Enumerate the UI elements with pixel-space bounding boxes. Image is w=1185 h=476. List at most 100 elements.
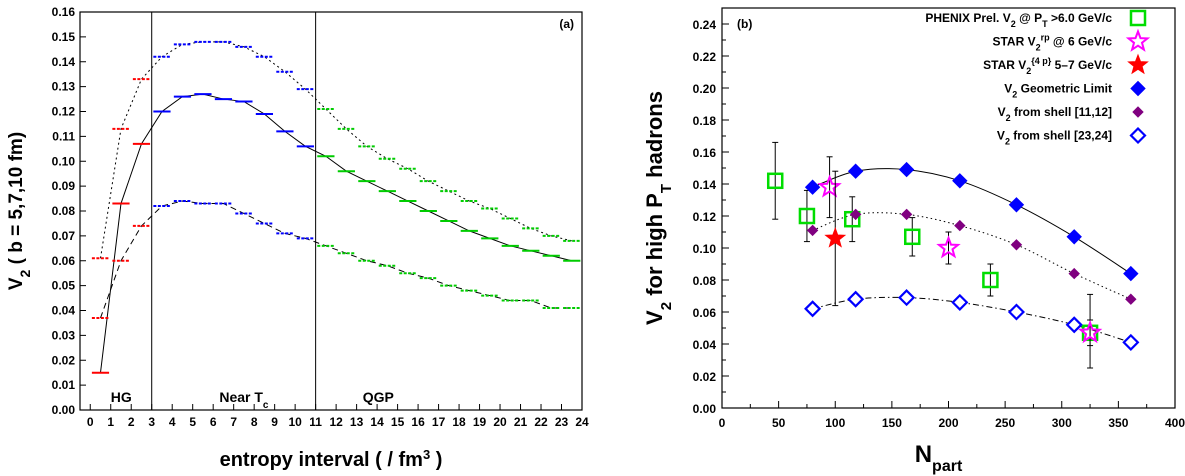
x-tick-label: 6 xyxy=(210,415,217,429)
y-tick-label: 0.12 xyxy=(693,210,717,224)
y-tick-label: 0.01 xyxy=(52,378,76,392)
x-tick-label: 14 xyxy=(370,415,384,429)
y-tick-label: 0.04 xyxy=(693,338,717,352)
legend-marker-4 xyxy=(1132,106,1144,118)
y-tick-label: 0.07 xyxy=(52,229,76,243)
panel-label: (a) xyxy=(559,17,574,31)
data-point-series-5 xyxy=(951,293,969,311)
legend-entry-3: V2 Geometric Limit xyxy=(1004,82,1112,100)
x-tick-label: 9 xyxy=(271,415,278,429)
x-tick-label: 22 xyxy=(534,415,548,429)
x-tick-label: 100 xyxy=(825,416,845,430)
x-tick-label: 8 xyxy=(251,415,258,429)
data-point-series-3 xyxy=(898,161,915,178)
y-tick-label: 0.03 xyxy=(52,328,76,342)
data-point-series-1 xyxy=(936,235,961,259)
legend-marker-2 xyxy=(1127,53,1149,75)
x-tick-label: 12 xyxy=(329,415,343,429)
data-point-series-4 xyxy=(849,208,862,221)
x-tick-label: 150 xyxy=(882,416,902,430)
y-tick-label: 0.18 xyxy=(693,114,717,128)
y-tick-label: 0.10 xyxy=(52,154,76,168)
series-line-b10 xyxy=(100,200,572,319)
data-point-series-3 xyxy=(1066,229,1082,245)
data-point-series-5 xyxy=(847,290,865,308)
y-tick-label: 0.13 xyxy=(52,80,76,94)
x-tick-label: 250 xyxy=(995,416,1015,430)
legend-entry-1: STAR V2rp @ 6 GeV/c xyxy=(992,33,1112,53)
y-tick-label: 0.11 xyxy=(52,129,75,143)
x-tick-label: 3 xyxy=(148,415,155,429)
data-point-series-5 xyxy=(1065,316,1083,334)
y-tick-label: 0.09 xyxy=(52,179,76,193)
data-point-series-3 xyxy=(1008,197,1025,213)
data-point-series-0 xyxy=(904,228,921,246)
x-tick-label: 5 xyxy=(189,415,196,429)
data-point-series-1 xyxy=(817,174,842,198)
y-tick-label: 0.16 xyxy=(693,146,717,160)
panel-label: (b) xyxy=(737,17,752,31)
y-tick-label: 0.02 xyxy=(52,353,76,367)
region-label: Near Tc xyxy=(219,389,269,411)
y-tick-label: 0.04 xyxy=(52,304,76,318)
data-point-series-4 xyxy=(1125,293,1137,305)
x-tick-label: 0 xyxy=(87,415,94,429)
y-tick-label: 0.05 xyxy=(52,279,76,293)
region-label: HG xyxy=(111,389,132,405)
y-tick-label: 0.24 xyxy=(693,18,717,32)
data-point-series-3 xyxy=(1123,265,1139,282)
y-tick-label: 0.08 xyxy=(693,274,717,288)
x-tick-label: 2 xyxy=(128,415,135,429)
y-axis-label: V2 for high PT hadrons xyxy=(642,91,675,325)
y-tick-label: 0.14 xyxy=(52,55,76,69)
y-tick-label: 0.08 xyxy=(52,204,76,218)
x-tick-label: 20 xyxy=(493,415,507,429)
y-tick-label: 0.06 xyxy=(693,306,717,320)
y-tick-label: 0.10 xyxy=(693,242,717,256)
x-tick-label: 50 xyxy=(772,416,786,430)
series-line-b5 xyxy=(99,41,572,259)
y-tick-label: 0.14 xyxy=(693,178,717,192)
data-point-series-5 xyxy=(1122,333,1140,351)
x-tick-label: 10 xyxy=(288,415,302,429)
legend-entry-5: V2 from shell [23,24] xyxy=(997,129,1112,147)
x-tick-label: 21 xyxy=(514,415,528,429)
x-tick-label: 11 xyxy=(309,415,322,429)
x-tick-label: 16 xyxy=(411,415,425,429)
x-tick-label: 24 xyxy=(575,415,589,429)
x-tick-label: 15 xyxy=(391,415,405,429)
y-axis-label: V2 ( b = 5,7,10 fm) xyxy=(6,132,33,290)
data-point-series-1 xyxy=(1077,319,1103,344)
y-tick-label: 0.20 xyxy=(693,82,717,96)
chart-b: 0.00 0.02 0.04 0.06 0.08 0.10 0.12 0.14 0.16 0.18… xyxy=(642,7,1185,475)
data-point-series-4 xyxy=(806,224,819,237)
y-tick-label: 0.00 xyxy=(693,402,717,416)
y-tick-label: 0.15 xyxy=(52,30,76,44)
chart-a: 0.00 0.01 0.02 0.03 0.04 0.05 0.06 0.07 0.08 0.09… xyxy=(6,5,589,472)
data-point-series-3 xyxy=(952,173,968,189)
legend-marker-0 xyxy=(1129,9,1147,27)
x-tick-label: 300 xyxy=(1052,416,1072,430)
data-point-series-4 xyxy=(1010,239,1023,251)
data-point-series-5 xyxy=(804,300,822,318)
legend-entry-0: PHENIX Prel. V2 @ PT >6.0 GeV/c xyxy=(925,11,1112,29)
x-tick-label: 400 xyxy=(1165,416,1185,430)
region-label: QGP xyxy=(363,389,394,405)
legend-marker-3 xyxy=(1130,80,1146,97)
legend-marker-5 xyxy=(1129,126,1147,145)
y-tick-label: 0.12 xyxy=(52,105,76,119)
x-tick-label: 7 xyxy=(230,415,237,429)
legend-entry-4: V2 from shell [11,12] xyxy=(998,105,1112,123)
plot-frame xyxy=(79,11,583,411)
data-point-series-3 xyxy=(847,163,864,179)
x-axis-label: Npart xyxy=(915,441,963,475)
x-tick-label: 0 xyxy=(719,416,726,430)
x-tick-label: 4 xyxy=(169,415,176,429)
y-tick-label: 0.22 xyxy=(693,50,717,64)
x-tick-label: 200 xyxy=(938,416,958,430)
y-tick-label: 0.00 xyxy=(52,403,76,417)
data-point-series-2 xyxy=(824,226,847,248)
x-axis-label: entropy interval ( / fm3 ) xyxy=(220,447,443,472)
x-tick-label: 23 xyxy=(555,415,569,429)
